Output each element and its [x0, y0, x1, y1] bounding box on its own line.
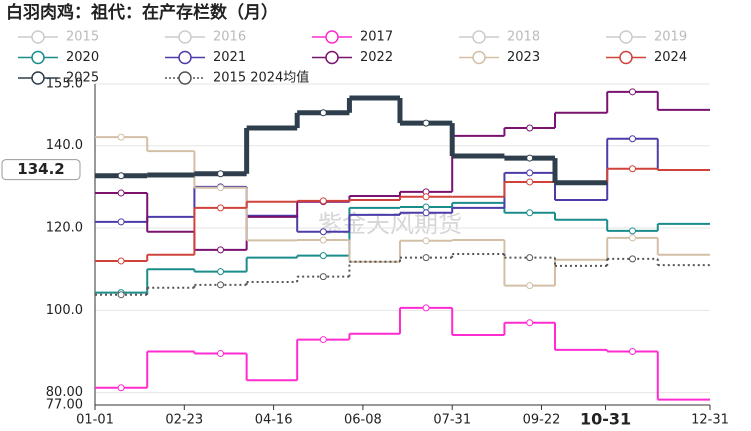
legend-label: 2023: [507, 50, 540, 65]
marker: [422, 119, 430, 127]
legend-marker: [178, 71, 192, 85]
legend-marker: [472, 50, 486, 65]
legend-label: 2015 2024均值: [213, 70, 309, 86]
marker: [526, 154, 534, 162]
legend-marker: [619, 30, 633, 44]
marker: [117, 384, 125, 392]
highlight-box: [1, 159, 81, 181]
marker: [526, 319, 534, 327]
legend-marker: [31, 50, 45, 65]
marker: [319, 252, 327, 260]
x-tick-label: 02-23: [165, 413, 203, 428]
marker: [422, 209, 430, 217]
x-tick-label: 07-31: [433, 413, 471, 428]
marker: [526, 178, 534, 186]
x-tick-label: 10-31: [580, 410, 631, 429]
x-tick-label: 09-22: [523, 413, 561, 428]
marker: [526, 282, 534, 290]
marker: [217, 184, 225, 192]
y-tick-label: 155.0: [46, 77, 83, 92]
marker: [628, 135, 636, 143]
marker: [422, 237, 430, 245]
legend-label: 2022: [360, 50, 393, 65]
marker: [319, 336, 327, 344]
marker: [117, 172, 125, 180]
marker: [628, 165, 636, 173]
marker: [526, 169, 534, 177]
legend-label: 2018: [507, 30, 540, 45]
marker: [526, 209, 534, 217]
marker: [117, 291, 125, 299]
x-tick-label: 01-01: [76, 413, 114, 428]
chart-title: 白羽肉鸡：祖代：在产存栏数（月）: [6, 2, 278, 23]
marker: [319, 228, 327, 236]
legend-label: 2019: [654, 30, 687, 45]
marker: [628, 234, 636, 242]
legend-marker: [178, 50, 192, 65]
legend-marker: [178, 30, 192, 44]
marker: [319, 273, 327, 281]
y-tick-label: 140.0: [46, 138, 83, 153]
x-tick-label: 06-08: [344, 413, 382, 428]
marker: [628, 227, 636, 235]
marker: [422, 254, 430, 262]
marker: [422, 193, 430, 201]
legend-label: 2021: [213, 50, 246, 65]
y-tick-label: 80.00: [46, 385, 83, 400]
legend-marker: [31, 71, 45, 85]
marker: [319, 197, 327, 205]
x-tick-label: 04-16: [255, 413, 293, 428]
legend-label: 2020: [66, 50, 99, 65]
legend-label: 2024: [654, 50, 687, 65]
marker: [217, 281, 225, 289]
marker: [217, 350, 225, 358]
marker: [117, 133, 125, 141]
legend-marker: [325, 30, 339, 44]
legend-label: 2017: [360, 30, 393, 45]
marker: [628, 88, 636, 96]
marker: [217, 268, 225, 276]
legend-label: 2016: [213, 30, 246, 45]
marker: [217, 170, 225, 178]
marker: [319, 109, 327, 117]
marker: [217, 246, 225, 254]
highlight-label: 134.2: [17, 160, 64, 178]
legend-marker: [31, 30, 45, 44]
marker: [117, 218, 125, 226]
marker: [117, 257, 125, 265]
legend-label: 2025: [66, 71, 99, 86]
y-tick-label: 100.0: [46, 303, 83, 318]
marker: [319, 236, 327, 244]
y-tick-label: 77.00: [46, 398, 83, 413]
marker: [422, 304, 430, 312]
marker: [217, 204, 225, 212]
legend-label: 2015: [66, 30, 99, 45]
legend-marker: [325, 50, 339, 65]
marker: [526, 124, 534, 132]
marker: [526, 254, 534, 262]
y-tick-label: 120.0: [46, 221, 83, 236]
legend-marker: [619, 50, 633, 65]
marker: [628, 348, 636, 355]
x-tick-label: 12-31: [691, 413, 729, 428]
legend-marker: [472, 30, 486, 44]
marker: [628, 255, 636, 263]
marker: [422, 203, 430, 211]
marker: [117, 189, 125, 197]
